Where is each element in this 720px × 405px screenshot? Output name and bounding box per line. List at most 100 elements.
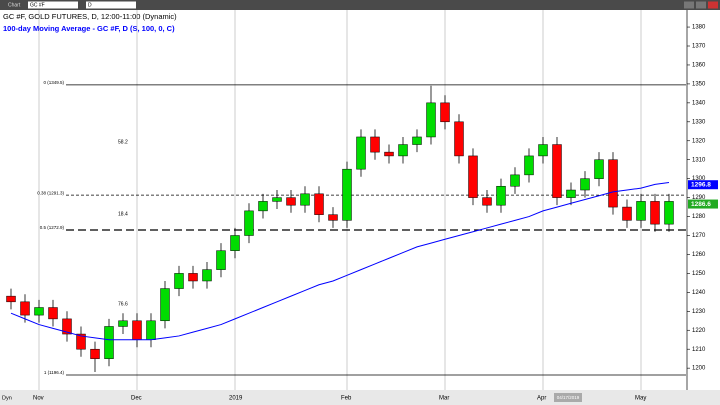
ma-legend: 100-day Moving Average - GC #F, D (S, 10… — [3, 24, 175, 33]
candle-body — [482, 197, 492, 206]
x-tick-label: 2019 — [229, 396, 243, 402]
x-tick-label: Apr — [537, 396, 546, 402]
candle-body — [342, 168, 352, 221]
candle-body — [314, 193, 324, 215]
candle-body — [300, 193, 310, 206]
y-tick-label: 1200 — [692, 366, 706, 372]
candle-body — [6, 295, 16, 303]
candle-body — [104, 326, 114, 359]
y-tick-label: 1380 — [692, 25, 706, 31]
candle-body — [62, 318, 72, 335]
candle-body — [258, 201, 268, 212]
fib-annotation: 58.2 — [118, 139, 128, 145]
y-tick-label: 1350 — [692, 81, 706, 87]
y-tick-label: 1260 — [692, 252, 706, 258]
y-tick-label: 1310 — [692, 157, 706, 163]
minimize[interactable] — [684, 1, 694, 9]
y-tick-label: 1360 — [692, 63, 706, 69]
y-tick-label: 1320 — [692, 138, 706, 144]
candle-body — [48, 307, 58, 320]
candle-body — [580, 178, 590, 191]
candle-body — [230, 235, 240, 251]
candle-body — [76, 333, 86, 350]
fib-label: 0.5 (1272.9) — [40, 225, 65, 230]
candle-body — [160, 288, 170, 322]
y-tick-label: 1290 — [692, 195, 706, 201]
candle-body — [566, 189, 576, 198]
symbol[interactable]: GC #F — [30, 2, 45, 8]
candle-body — [216, 250, 226, 270]
candle-body — [244, 210, 254, 236]
time-axis — [0, 390, 720, 405]
y-tick-label: 1240 — [692, 290, 706, 296]
candle-body — [608, 159, 618, 208]
y-tick-label: 1340 — [692, 100, 706, 106]
candle-body — [552, 144, 562, 198]
fib-label: 0.38 (1291.3) — [37, 190, 64, 195]
y-tick-label: 1250 — [692, 271, 706, 277]
candle-body — [440, 102, 450, 123]
interval[interactable]: D — [88, 2, 92, 8]
y-tick-label: 1300 — [692, 176, 706, 182]
fib-annotation: 18.4 — [118, 211, 128, 217]
candle-body — [524, 155, 534, 176]
candle-body — [90, 348, 100, 359]
moving-average — [10, 181, 670, 341]
candle-body — [426, 102, 436, 138]
x-tick-label: Feb — [341, 396, 352, 402]
candle-body — [664, 201, 674, 225]
fib-annotation: 76.6 — [118, 301, 128, 307]
y-tick-label: 1270 — [692, 233, 706, 239]
candle-body — [202, 269, 212, 282]
x-tick-label: Mar — [439, 396, 449, 402]
price-label: 1296.8 — [691, 181, 711, 188]
x-tick-label: Dec — [131, 396, 142, 402]
symbol-box[interactable] — [28, 1, 78, 9]
y-tick-label: 1220 — [692, 328, 706, 334]
candle-body — [272, 197, 282, 202]
candle-body — [398, 144, 408, 157]
candle-body — [286, 197, 296, 206]
y-tick-label: 1330 — [692, 119, 706, 125]
y-tick-label: 1230 — [692, 309, 706, 315]
candle-body — [328, 214, 338, 221]
mode: Dyn — [2, 395, 12, 401]
interval-box[interactable] — [86, 1, 136, 9]
candle-body — [538, 144, 548, 157]
y-tick-label: 1210 — [692, 347, 706, 353]
candle-body — [650, 201, 660, 225]
price-label: 1286.6 — [691, 201, 711, 208]
date-box-label: 04/17/2019 — [557, 395, 580, 400]
date-box — [554, 393, 582, 402]
candle-body — [594, 159, 604, 179]
candle-body — [188, 273, 198, 282]
candle-body — [174, 273, 184, 289]
x-tick-label: Nov — [33, 396, 44, 402]
candle-body — [118, 320, 128, 327]
y-tick-label: 1280 — [692, 214, 706, 220]
candle-body — [412, 136, 422, 145]
candle-body — [454, 121, 464, 157]
toolbar — [0, 0, 720, 10]
price-label-box — [688, 180, 718, 190]
candle-body — [622, 206, 632, 221]
price-label-box — [688, 199, 718, 209]
candle-body — [496, 185, 506, 206]
chart-title: GC #F, GOLD FUTURES, D, 12:00-11:00 (Dyn… — [3, 12, 177, 21]
fib-label: 0 (1349.5) — [43, 80, 64, 85]
candle-body — [510, 174, 520, 187]
fib-label: 1 (1196.4) — [44, 370, 65, 375]
candle-body — [468, 155, 478, 198]
close[interactable] — [708, 1, 718, 9]
candle-body — [356, 136, 366, 170]
menu[interactable]: Chart — [8, 2, 21, 8]
y-tick-label: 1370 — [692, 44, 706, 50]
candle-body — [636, 201, 646, 221]
candle-body — [384, 151, 394, 157]
candle-body — [370, 136, 380, 153]
maximize[interactable] — [696, 1, 706, 9]
candle-body — [146, 320, 156, 340]
candle-body — [34, 307, 44, 316]
candle-body — [20, 301, 30, 316]
